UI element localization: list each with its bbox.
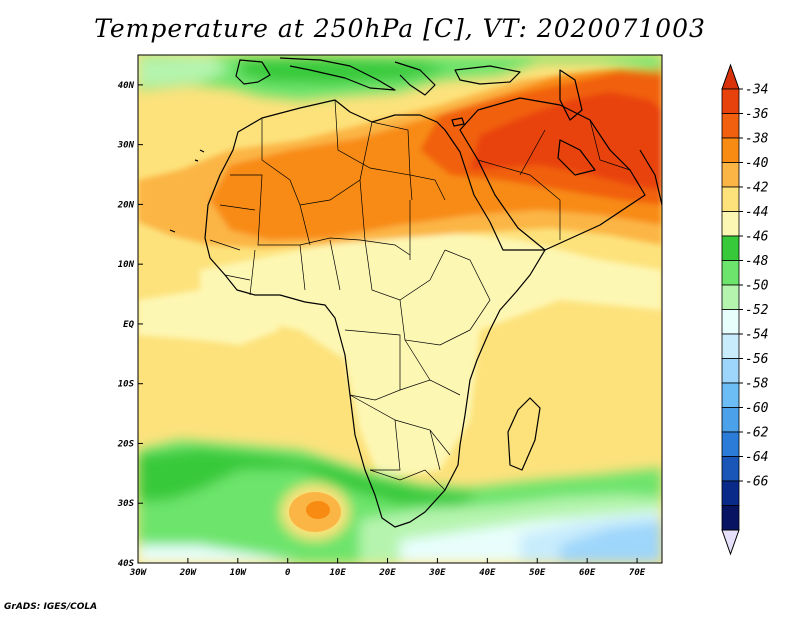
colorbar-swatch [721, 505, 740, 531]
field-minus34-core [470, 92, 662, 190]
lon-tick-label: 60E [579, 568, 596, 578]
lat-tick-label: EQ [123, 320, 134, 330]
lon-tick-label: 10E [329, 568, 346, 578]
colorbar-swatch [721, 456, 740, 482]
black-sea-coastline [454, 65, 521, 85]
colorbar-swatch [721, 88, 740, 114]
field-south-blue [560, 522, 662, 563]
country-borders [209, 99, 631, 491]
field-nw-palegreen [138, 56, 230, 86]
lon-tick-label: 20E [378, 568, 396, 578]
colorbar-swatch [721, 431, 740, 457]
colorbar-level-label: -50 [745, 279, 769, 294]
europe-coastline-3 [394, 61, 436, 96]
colorbar-level-label: -36 [745, 107, 769, 122]
colorbar-level-label: -40 [745, 156, 769, 171]
colorbar-swatch [721, 382, 740, 408]
colorbar-swatch [721, 137, 740, 163]
map-title: Temperature at 250hPa [C], VT: 202007100… [94, 14, 706, 43]
colorbar-swatch [721, 113, 740, 139]
lat-tick-label: 10N [118, 260, 135, 270]
islands-coastline [451, 117, 465, 127]
lon-tick-label: 20W [179, 568, 198, 578]
temperature-field [138, 55, 662, 563]
europe-coastline [235, 59, 271, 85]
colorbar-swatch [721, 235, 740, 261]
field-north-darkgreen [240, 58, 450, 84]
colorbar-level-label: -62 [745, 426, 769, 441]
africa-coastline [204, 99, 546, 528]
arabia-coastline [459, 97, 646, 251]
madagascar-coastline [507, 397, 541, 471]
lon-tick-label: 30W [129, 568, 148, 578]
field-sw-cyan [138, 545, 300, 563]
colorbar-bottom-arrow [721, 529, 740, 556]
lat-tick-label: 20S [117, 439, 135, 449]
grads-credit: GrADS: IGES/COLA [4, 602, 98, 612]
europe-coastline-2 [279, 57, 396, 91]
colorbar-level-label: -44 [745, 205, 768, 220]
lon-tick-label: 0 [285, 568, 291, 578]
colorbar-top-arrow [721, 63, 740, 90]
colorbar-level-label: -52 [745, 303, 769, 318]
colorbar-level-label: -34 [745, 83, 768, 98]
lat-tick-label: 30S [117, 499, 135, 509]
colorbar-swatch [721, 333, 740, 359]
lon-tick-label: 30E [428, 568, 446, 578]
lon-tick-label: 70E [629, 568, 646, 578]
lon-tick-label: 40E [479, 568, 496, 578]
colorbar-swatch [721, 358, 740, 384]
field-pale-band-2 [138, 290, 280, 345]
canary-coastline [169, 149, 205, 233]
field-pale-band [200, 230, 662, 480]
coastline-lines [169, 57, 662, 528]
map-axes: 30W 20W 10W 0 10E 20E 30E 40E 50E 60E 70E 40N 30N 20N… [117, 81, 646, 578]
lat-tick-label: 30N [117, 141, 135, 151]
colorbar-swatch [721, 407, 740, 433]
lat-tick-label: 10S [118, 380, 135, 390]
colorbar: -34 -36 -38 -40 -42 -44 -46 -48 -50 -52 -54 -56 -58 -… [721, 63, 769, 556]
lon-tick-label: 50E [529, 568, 546, 578]
colorbar-level-label: -64 [745, 450, 768, 465]
lat-tick-label: 40N [118, 81, 135, 91]
colorbar-swatch [721, 480, 740, 506]
map-frame [137, 54, 663, 564]
caspian-coastline [559, 69, 583, 121]
field-blob-inner [306, 501, 330, 519]
lat-tick-label: 40S [118, 559, 135, 569]
colorbar-level-label: -46 [745, 230, 769, 245]
colorbar-swatch [721, 186, 740, 212]
persian-gulf-coastline [557, 139, 596, 176]
field-south-darkgreen [138, 448, 480, 505]
colorbar-swatch [721, 260, 740, 286]
colorbar-level-label: -54 [745, 328, 768, 343]
india-coastline [639, 149, 662, 206]
colorbar-swatch [721, 284, 740, 310]
colorbar-level-label: -48 [745, 254, 769, 269]
colorbar-swatch [721, 211, 740, 237]
colorbar-level-label: -56 [745, 352, 769, 367]
colorbar-level-label: -58 [745, 377, 769, 392]
colorbar-level-label: -60 [745, 401, 769, 416]
colorbar-level-label: -38 [745, 132, 769, 147]
lon-tick-label: 10W [230, 568, 248, 578]
colorbar-swatch [721, 162, 740, 188]
colorbar-level-label: -66 [745, 475, 769, 490]
lat-tick-label: 20N [117, 200, 135, 210]
colorbar-swatch [721, 309, 740, 335]
colorbar-level-label: -42 [745, 181, 769, 196]
